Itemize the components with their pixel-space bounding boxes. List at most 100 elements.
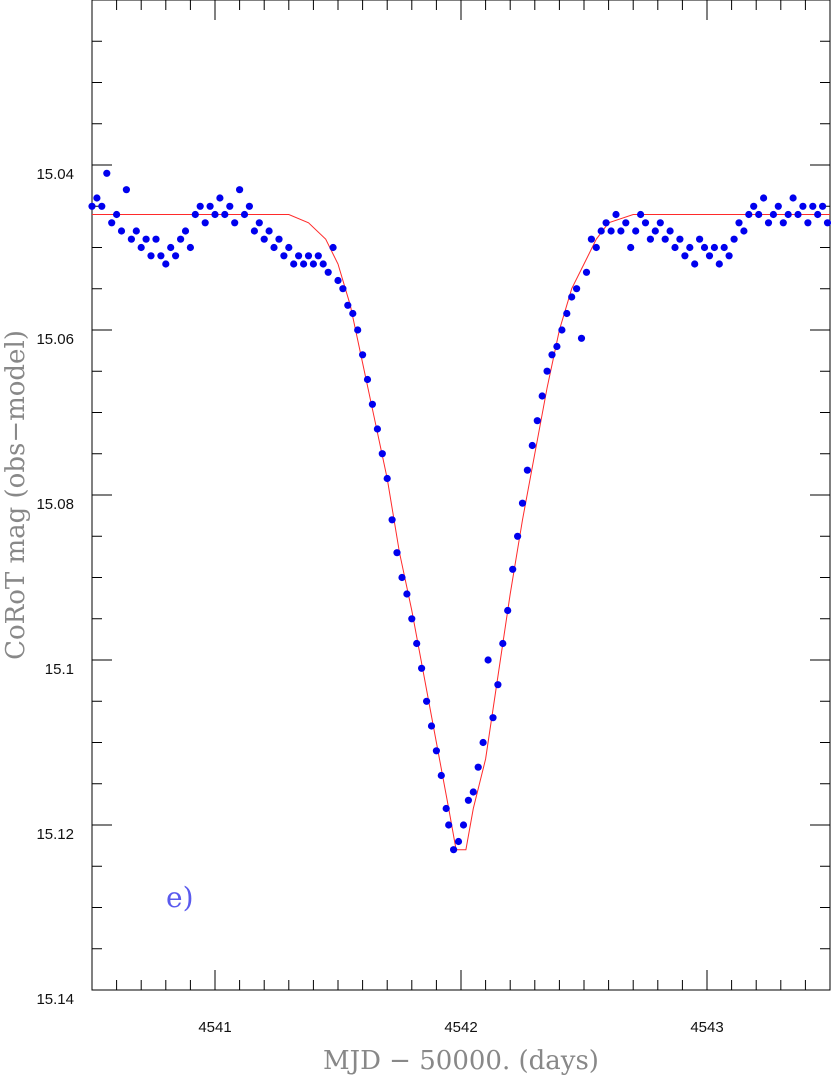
data-point xyxy=(191,210,199,219)
y-tick-label: 15.14 xyxy=(36,991,74,1008)
data-point xyxy=(373,425,381,433)
data-point xyxy=(479,738,487,747)
data-point xyxy=(641,219,650,227)
data-point xyxy=(240,210,249,219)
data-point xyxy=(484,656,492,664)
data-point xyxy=(499,639,507,648)
data-point xyxy=(314,252,322,260)
data-point xyxy=(408,615,416,623)
data-point xyxy=(602,219,610,227)
data-point xyxy=(587,235,596,243)
data-point xyxy=(686,243,694,252)
data-point xyxy=(196,202,204,210)
data-point xyxy=(201,219,209,227)
y-axis-title: CoRoT mag (obs−model) xyxy=(1,330,31,660)
y-tick-label: 15.06 xyxy=(36,331,74,348)
data-point xyxy=(181,227,190,235)
data-point xyxy=(172,252,180,260)
data-point xyxy=(607,227,615,235)
data-point xyxy=(632,227,640,235)
data-point xyxy=(108,219,116,227)
data-point xyxy=(750,202,758,210)
data-point xyxy=(760,194,768,202)
data-point xyxy=(784,210,792,219)
data-point xyxy=(383,474,391,483)
data-point xyxy=(275,235,283,243)
data-point xyxy=(504,606,512,615)
y-tick-label: 15.1 xyxy=(45,661,74,678)
x-tick-label: 4543 xyxy=(690,1019,723,1036)
data-point xyxy=(799,202,807,210)
data-point xyxy=(715,260,723,268)
y-tick-label: 15.04 xyxy=(36,166,74,183)
data-point xyxy=(265,227,273,235)
y-tick-label: 15.12 xyxy=(36,826,74,843)
data-point xyxy=(814,210,822,219)
data-point xyxy=(469,788,477,796)
data-point xyxy=(221,210,229,219)
data-point xyxy=(637,210,645,219)
data-point xyxy=(445,821,453,829)
data-point xyxy=(774,202,782,210)
data-point xyxy=(725,252,733,260)
data-point xyxy=(764,219,773,227)
data-point xyxy=(489,714,497,722)
data-point xyxy=(211,210,219,219)
data-point xyxy=(250,227,258,235)
data-point xyxy=(206,202,214,210)
data-point xyxy=(464,796,472,804)
data-point xyxy=(563,309,571,318)
data-point xyxy=(280,252,288,260)
data-point xyxy=(423,697,431,705)
axis-ticks xyxy=(92,0,830,990)
data-point xyxy=(418,664,426,672)
data-point xyxy=(88,202,96,210)
data-point xyxy=(548,351,556,359)
data-point xyxy=(122,186,130,194)
data-point xyxy=(700,243,709,252)
data-point xyxy=(162,260,170,268)
observed-points-layer xyxy=(88,169,831,854)
data-point xyxy=(666,227,674,235)
data-point xyxy=(656,219,664,227)
data-point xyxy=(393,549,401,557)
data-point xyxy=(582,268,591,276)
data-point xyxy=(349,309,357,318)
data-point xyxy=(290,260,298,268)
data-point xyxy=(612,210,620,219)
tick-labels: 4541 4542 4543 15.04 15.06 15.08 15.1 15.12 15.1… xyxy=(36,166,723,1036)
data-point xyxy=(339,285,347,293)
y-tick-label: 15.08 xyxy=(36,496,74,513)
data-point xyxy=(413,639,421,648)
data-point xyxy=(528,441,536,450)
data-point xyxy=(132,227,140,235)
data-point xyxy=(359,351,367,359)
data-point xyxy=(735,219,743,227)
data-point xyxy=(543,367,551,375)
data-point xyxy=(533,417,541,425)
data-point xyxy=(450,846,458,854)
data-point xyxy=(676,235,684,243)
data-point xyxy=(577,334,586,342)
data-point xyxy=(103,169,111,177)
data-point xyxy=(378,450,386,458)
data-point xyxy=(745,210,753,219)
data-point xyxy=(334,276,342,285)
data-point xyxy=(518,499,527,507)
data-point xyxy=(573,285,581,293)
x-axis-title: MJD − 50000. (days) xyxy=(323,1046,599,1076)
data-point xyxy=(710,243,719,252)
data-point xyxy=(794,210,802,219)
data-point xyxy=(167,243,175,252)
data-point xyxy=(319,260,327,268)
data-point xyxy=(651,227,659,235)
data-point xyxy=(324,268,332,276)
data-point xyxy=(809,202,817,210)
data-point xyxy=(755,210,763,219)
data-point xyxy=(226,202,234,210)
data-point xyxy=(720,243,728,252)
data-point xyxy=(363,375,372,384)
data-point xyxy=(309,260,317,268)
